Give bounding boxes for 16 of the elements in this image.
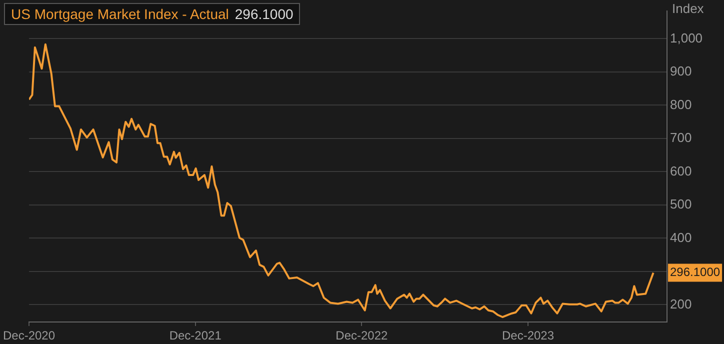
y-tick-label: 400	[670, 230, 692, 245]
y-tick-label: 600	[670, 163, 692, 178]
y-tick-label: 200	[670, 296, 692, 312]
x-tick-label: Dec-2020	[3, 328, 56, 343]
data-label: 296.1000	[670, 265, 720, 280]
y-tick-label: 900	[670, 64, 692, 79]
x-tick-label: Dec-2023	[502, 328, 554, 343]
y-tick-label: 500	[670, 196, 692, 212]
x-tick-label: Dec-2021	[169, 328, 222, 343]
y-tick-label: 800	[670, 96, 692, 112]
x-tick-label: Dec-2022	[336, 328, 388, 343]
annotation: 296.1000	[234, 6, 294, 22]
y-axis-title: Index	[672, 1, 704, 16]
y-tick-label: 700	[670, 130, 692, 146]
y-tick-label: 1,000	[670, 30, 703, 46]
chart-title: US Mortgage Market Index - Actual	[11, 6, 229, 22]
